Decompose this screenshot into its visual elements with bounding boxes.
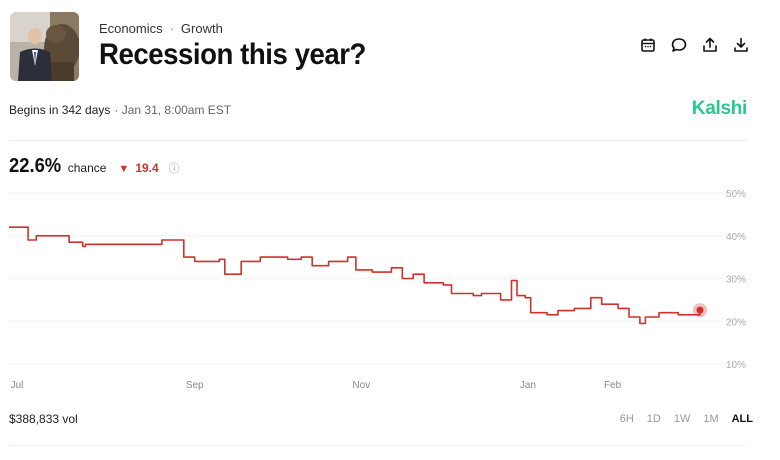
- range-1d[interactable]: 1D: [646, 413, 661, 425]
- chance-label: chance: [67, 161, 107, 175]
- calendar-button[interactable]: [639, 36, 657, 54]
- y-tick-label: 20%: [726, 317, 746, 328]
- current-point[interactable]: [696, 306, 704, 314]
- x-tick-label: Jan: [520, 380, 536, 391]
- x-tick-label: Jul: [11, 380, 24, 391]
- y-tick-label: 50%: [726, 189, 746, 200]
- y-tick-label: 10%: [726, 360, 746, 371]
- chance-summary: 22.6% chance ▼ 19.4 ⓘ: [9, 155, 180, 178]
- x-tick-label: Sep: [186, 380, 204, 391]
- action-toolbar: [639, 36, 750, 54]
- breadcrumb-category[interactable]: Economics: [99, 21, 163, 36]
- breadcrumb-subcategory[interactable]: Growth: [180, 21, 223, 36]
- begins-text: Begins in 342 days: [9, 103, 111, 117]
- market-title: Recession this year?: [99, 38, 366, 71]
- y-tick-label: 40%: [726, 232, 746, 243]
- volume-text: $388,833 vol: [9, 412, 78, 426]
- series-line[interactable]: [9, 226, 701, 325]
- comment-icon: [671, 38, 687, 52]
- price-chart[interactable]: 50% 40% 30% 20% 10% Jul Sep Nov Jan Feb: [0, 180, 780, 395]
- range-6h[interactable]: 6H: [619, 413, 634, 425]
- divider: [9, 140, 747, 141]
- breadcrumb: Economics · Growth: [99, 21, 223, 36]
- market-thumbnail: [10, 12, 79, 81]
- range-1w[interactable]: 1W: [673, 413, 691, 425]
- x-tick-label: Nov: [352, 380, 370, 391]
- time-range-selector: 6H 1D 1W 1M ALL: [620, 413, 753, 425]
- info-icon[interactable]: ⓘ: [168, 163, 180, 175]
- comment-button[interactable]: [670, 36, 688, 54]
- breadcrumb-separator: ·: [169, 21, 174, 36]
- begins-date: · Jan 31, 8:00am EST: [114, 103, 232, 117]
- chance-down-arrow-icon: ▼: [118, 163, 130, 175]
- y-tick-label: 30%: [726, 275, 746, 286]
- share-button[interactable]: [701, 36, 719, 54]
- chance-delta: 19.4: [135, 161, 159, 175]
- x-tick-label: Feb: [604, 380, 622, 391]
- download-icon: [734, 37, 748, 52]
- share-icon: [703, 37, 717, 52]
- kalshi-logo[interactable]: Kalshi: [691, 98, 748, 119]
- divider-bottom: [9, 445, 747, 446]
- download-button[interactable]: [732, 36, 750, 54]
- market-schedule: Begins in 342 days · Jan 31, 8:00am EST: [9, 103, 231, 117]
- range-all[interactable]: ALL: [731, 413, 753, 425]
- calendar-icon: [641, 38, 655, 52]
- range-1m[interactable]: 1M: [703, 413, 719, 425]
- market-thumbnail-image: [10, 12, 79, 81]
- chance-value: 22.6%: [9, 155, 62, 177]
